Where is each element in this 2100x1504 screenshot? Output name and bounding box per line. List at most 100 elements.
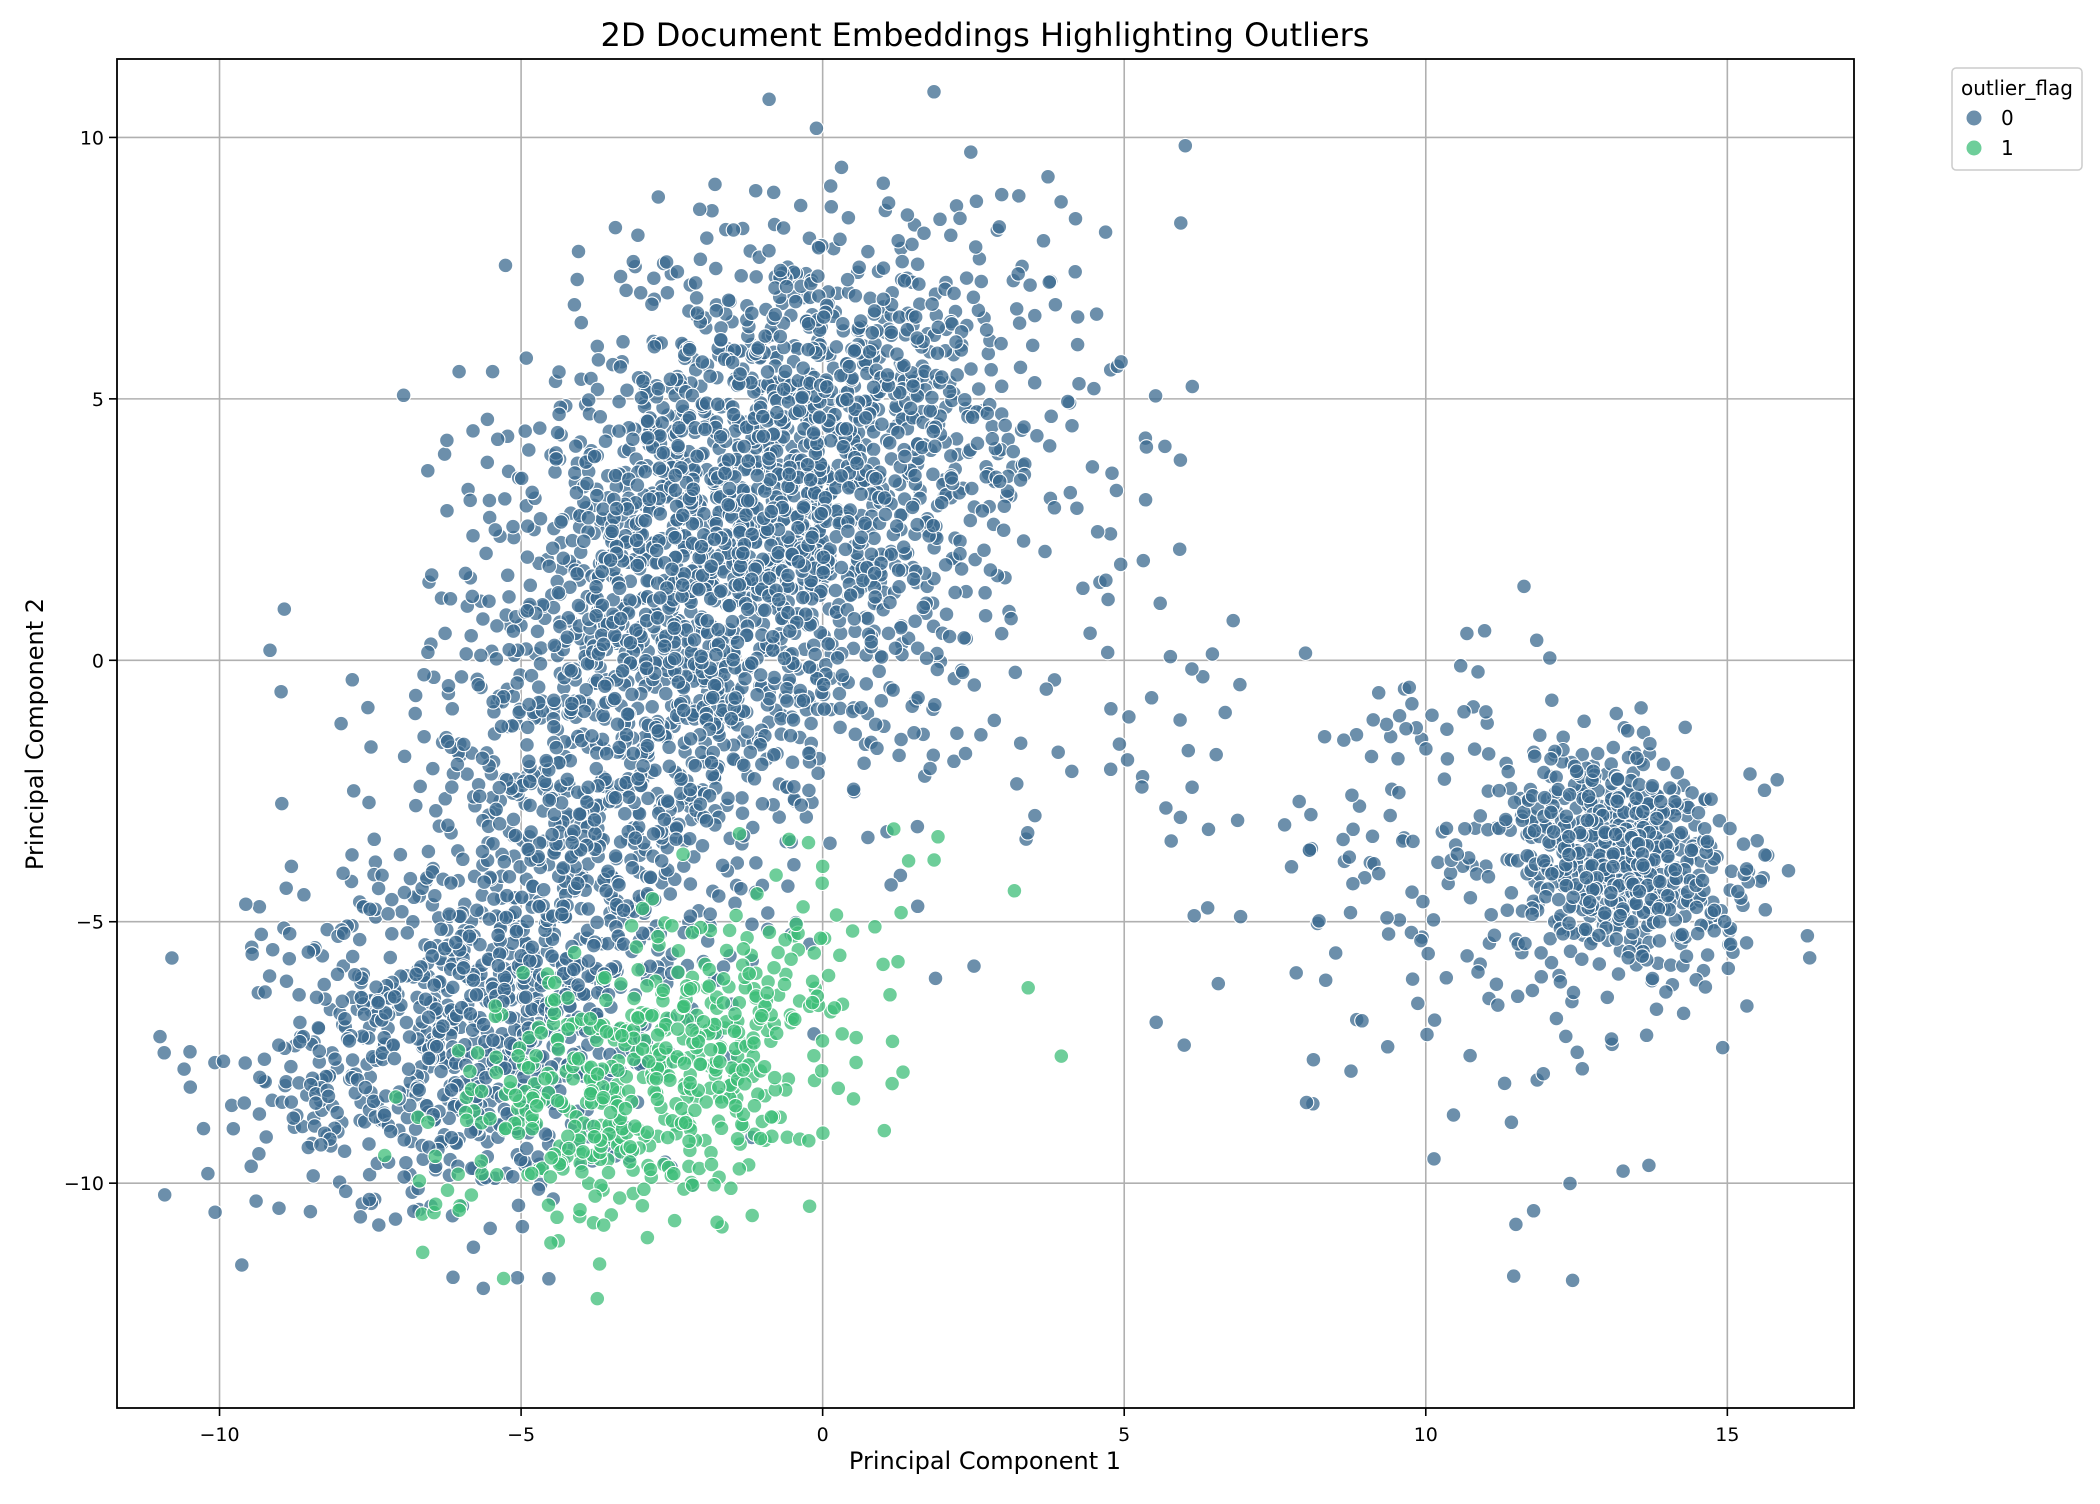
data-point-0 [626, 254, 641, 269]
data-point-0 [884, 878, 899, 893]
data-point-0 [1675, 927, 1690, 942]
data-point-0 [737, 758, 752, 773]
data-point-0 [466, 973, 481, 988]
data-point-0 [994, 626, 1009, 641]
data-point-0 [642, 492, 657, 507]
data-point-0 [1676, 1006, 1691, 1021]
data-point-1 [724, 1181, 739, 1196]
data-point-0 [930, 662, 945, 677]
data-point-0 [758, 329, 773, 344]
data-point-0 [533, 421, 548, 436]
data-point-0 [836, 317, 851, 332]
data-point-0 [750, 687, 765, 702]
data-point-1 [428, 1197, 443, 1212]
data-point-0 [1144, 691, 1159, 706]
data-point-0 [1277, 818, 1292, 833]
data-point-0 [458, 566, 473, 581]
data-point-0 [1537, 790, 1552, 805]
data-point-0 [861, 830, 876, 845]
data-point-0 [862, 345, 877, 360]
data-point-0 [469, 988, 484, 1003]
data-point-0 [570, 567, 585, 582]
data-point-0 [1562, 847, 1577, 862]
data-point-0 [441, 679, 456, 694]
data-point-0 [739, 508, 754, 523]
data-point-0 [1366, 713, 1381, 728]
data-point-0 [522, 697, 537, 712]
data-point-0 [1758, 903, 1773, 918]
data-point-0 [1344, 1064, 1359, 1079]
data-point-0 [898, 449, 913, 464]
data-point-0 [1427, 1013, 1442, 1028]
data-point-0 [1717, 914, 1732, 929]
data-point-1 [829, 908, 844, 923]
data-point-0 [510, 1270, 525, 1285]
data-point-0 [1426, 913, 1441, 928]
data-point-0 [456, 852, 471, 867]
data-point-0 [1579, 870, 1594, 885]
data-point-0 [791, 555, 806, 570]
data-point-0 [201, 1166, 216, 1181]
data-point-0 [1679, 949, 1694, 964]
data-point-0 [786, 713, 801, 728]
data-point-0 [515, 890, 530, 905]
data-point-0 [444, 876, 459, 891]
data-point-1 [650, 1028, 665, 1043]
data-point-0 [1105, 466, 1120, 481]
data-point-0 [1380, 911, 1395, 926]
data-point-1 [894, 905, 909, 920]
data-point-0 [272, 1038, 287, 1053]
data-point-0 [676, 508, 691, 523]
data-point-0 [818, 491, 833, 506]
data-point-0 [643, 870, 658, 885]
data-point-0 [279, 974, 294, 989]
data-point-1 [710, 1215, 725, 1230]
data-point-0 [950, 726, 965, 741]
data-point-0 [424, 568, 439, 583]
data-point-1 [712, 1080, 727, 1095]
data-point-0 [452, 364, 467, 379]
data-point-1 [543, 1170, 558, 1185]
data-point-0 [500, 568, 515, 583]
data-point-0 [525, 485, 540, 500]
data-point-0 [671, 675, 686, 690]
data-point-0 [330, 967, 345, 982]
data-point-1 [538, 1071, 553, 1086]
data-point-0 [297, 888, 312, 903]
data-point-0 [357, 1007, 372, 1022]
data-point-0 [545, 541, 560, 556]
data-point-1 [815, 876, 830, 891]
data-point-0 [743, 745, 758, 760]
data-point-0 [612, 878, 627, 893]
data-point-0 [1047, 501, 1062, 516]
data-point-0 [950, 368, 965, 383]
data-point-0 [670, 264, 685, 279]
data-point-0 [446, 1270, 461, 1285]
data-point-1 [516, 966, 531, 981]
data-point-0 [530, 624, 545, 639]
data-point-0 [965, 481, 980, 496]
data-point-0 [1645, 779, 1660, 794]
data-point-0 [1606, 859, 1621, 874]
data-point-0 [796, 500, 811, 515]
data-point-0 [984, 363, 999, 378]
data-point-0 [421, 1051, 436, 1066]
data-point-0 [1437, 772, 1452, 787]
data-point-0 [910, 819, 925, 834]
data-point-0 [867, 304, 882, 319]
data-point-0 [282, 951, 297, 966]
data-point-0 [745, 917, 760, 932]
data-point-0 [381, 907, 396, 922]
data-point-0 [689, 291, 704, 306]
data-point-0 [905, 500, 920, 515]
data-point-0 [522, 443, 537, 458]
data-point-1 [590, 1291, 605, 1306]
data-point-0 [675, 578, 690, 593]
data-point-1 [547, 1006, 562, 1021]
data-point-1 [777, 977, 792, 992]
data-point-0 [749, 270, 764, 285]
data-point-0 [931, 320, 946, 335]
data-point-0 [949, 335, 964, 350]
data-point-0 [683, 909, 698, 924]
data-point-0 [906, 379, 921, 394]
